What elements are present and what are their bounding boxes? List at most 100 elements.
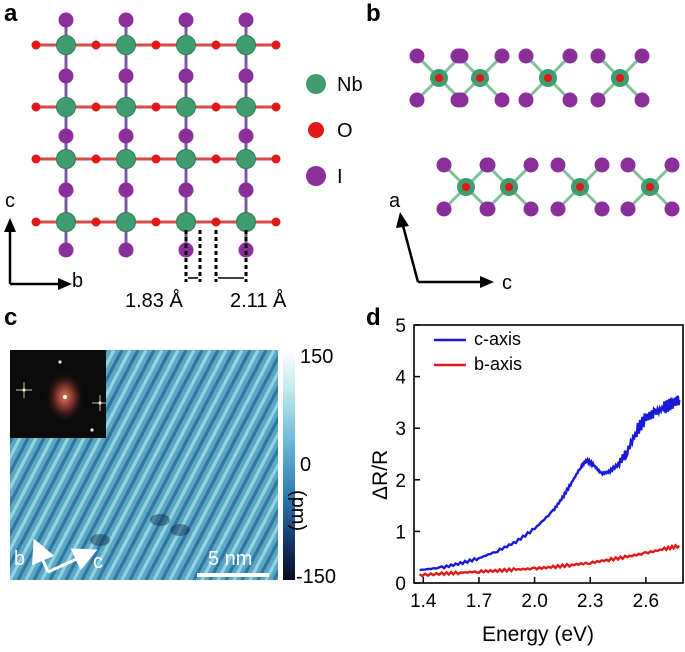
stm-stripe [72,350,196,580]
oxygen-atom [576,183,584,191]
iodine-atom [58,182,74,198]
iodine-atom [620,201,636,217]
stm-defect [170,524,190,536]
oxygen-atom [271,40,281,50]
stm-direction-arrows [32,538,98,574]
oxygen-atom [31,102,41,112]
iodine-atom [450,48,466,64]
iodine-atom [550,157,566,173]
axis-label-c-a: c [5,190,15,212]
stm-stripe [168,369,278,580]
oxygen-atom [211,217,221,227]
stm-stripe [208,446,278,580]
iodine-atom [238,182,254,198]
legend-label-i: I [337,166,343,188]
niobium-atom [56,212,76,232]
iodine-atom [594,201,610,217]
distance-label-1: 1.83 Å [125,290,183,312]
chart-xlabel: Energy (eV) [482,623,595,646]
colorbar-zero: 0 [300,454,312,476]
plot-frame [413,324,684,584]
iodine-atom [238,128,254,144]
iodine-atom [518,92,534,108]
y-tick-label: 0 [395,574,406,595]
iodine-atom [550,201,566,217]
niobium-atom [116,97,136,117]
axis-arrowhead-c-b [480,276,494,288]
scale-bar-label: 5 nm [208,548,253,570]
legend-label-c-axis: c-axis [474,329,522,349]
panel-label-a: a [4,0,18,27]
iodine-atom [664,157,680,173]
niobium-atom [176,35,196,55]
stm-stripe [56,350,180,580]
legend-atom-nb [306,74,326,94]
stm-label-c: c [93,551,103,573]
colorbar-min: -150 [296,566,337,588]
series-line-b-axis [418,543,681,578]
legend-label-b-axis: b-axis [474,354,523,374]
iodine-atom [594,157,610,173]
stm-stripe [104,350,228,580]
iodine-atom [634,48,650,64]
x-tick-label: 2.3 [577,591,603,612]
fft-inset [10,350,106,438]
legend-atom-o [308,122,324,138]
iodine-atom [58,242,74,258]
oxygen-atom [271,102,281,112]
axis-label-a-b: a [389,190,401,212]
axis-arrowhead-a [396,212,409,228]
iodine-atom [118,68,134,84]
oxygen-atom [435,74,443,82]
oxygen-atom [91,40,101,50]
y-tick-label: 1 [395,522,406,543]
stm-stripe [88,350,212,580]
oxygen-atom [91,154,101,164]
series-line-c-axis [419,395,681,572]
iodine-atom [409,92,425,108]
niobium-atom [56,35,76,55]
stm-stripe [216,461,278,580]
oxygen-atom [151,102,161,112]
iodine-atom [238,242,254,258]
axis-label-b-a: b [72,270,84,292]
oxygen-atom [211,102,221,112]
stm-stripe [176,384,278,580]
niobium-atom [236,149,256,169]
iodine-atom [494,48,510,64]
stm-stripe [120,350,244,580]
iodine-atom [58,68,74,84]
oxygen-atom [616,74,624,82]
axis-arrowhead-b [58,278,72,290]
oxygen-atom [151,217,161,227]
iodine-atom [664,201,680,217]
y-tick-label: 4 [395,368,406,389]
iodine-atom [590,48,606,64]
stm-stripe [224,476,278,580]
iodine-atom [238,12,254,28]
iodine-atom [58,12,74,28]
iodine-atom [590,92,606,108]
panel-label-b: b [366,0,381,27]
stm-stripe [128,350,252,580]
niobium-atom [176,97,196,117]
stm-stripe [80,350,204,580]
iodine-atom [562,48,578,64]
stm-stripe [40,350,164,580]
stm-image [10,350,278,580]
iodine-atom [436,157,452,173]
iodine-atom [523,201,539,217]
y-tick-label: 2 [395,471,406,492]
iodine-atom [58,128,74,144]
iodine-atom [479,157,495,173]
niobium-atom [176,149,196,169]
chart-ylabel: ΔR/R [369,449,392,500]
iodine-atom [436,201,452,217]
fft-pattern [16,360,106,432]
iodine-atom [634,92,650,108]
panel-label-c: c [4,304,18,331]
x-tick-label: 2.6 [633,591,659,612]
stm-stripe [10,350,132,580]
oxygen-atom [211,154,221,164]
axis-arrow-a [400,221,420,283]
